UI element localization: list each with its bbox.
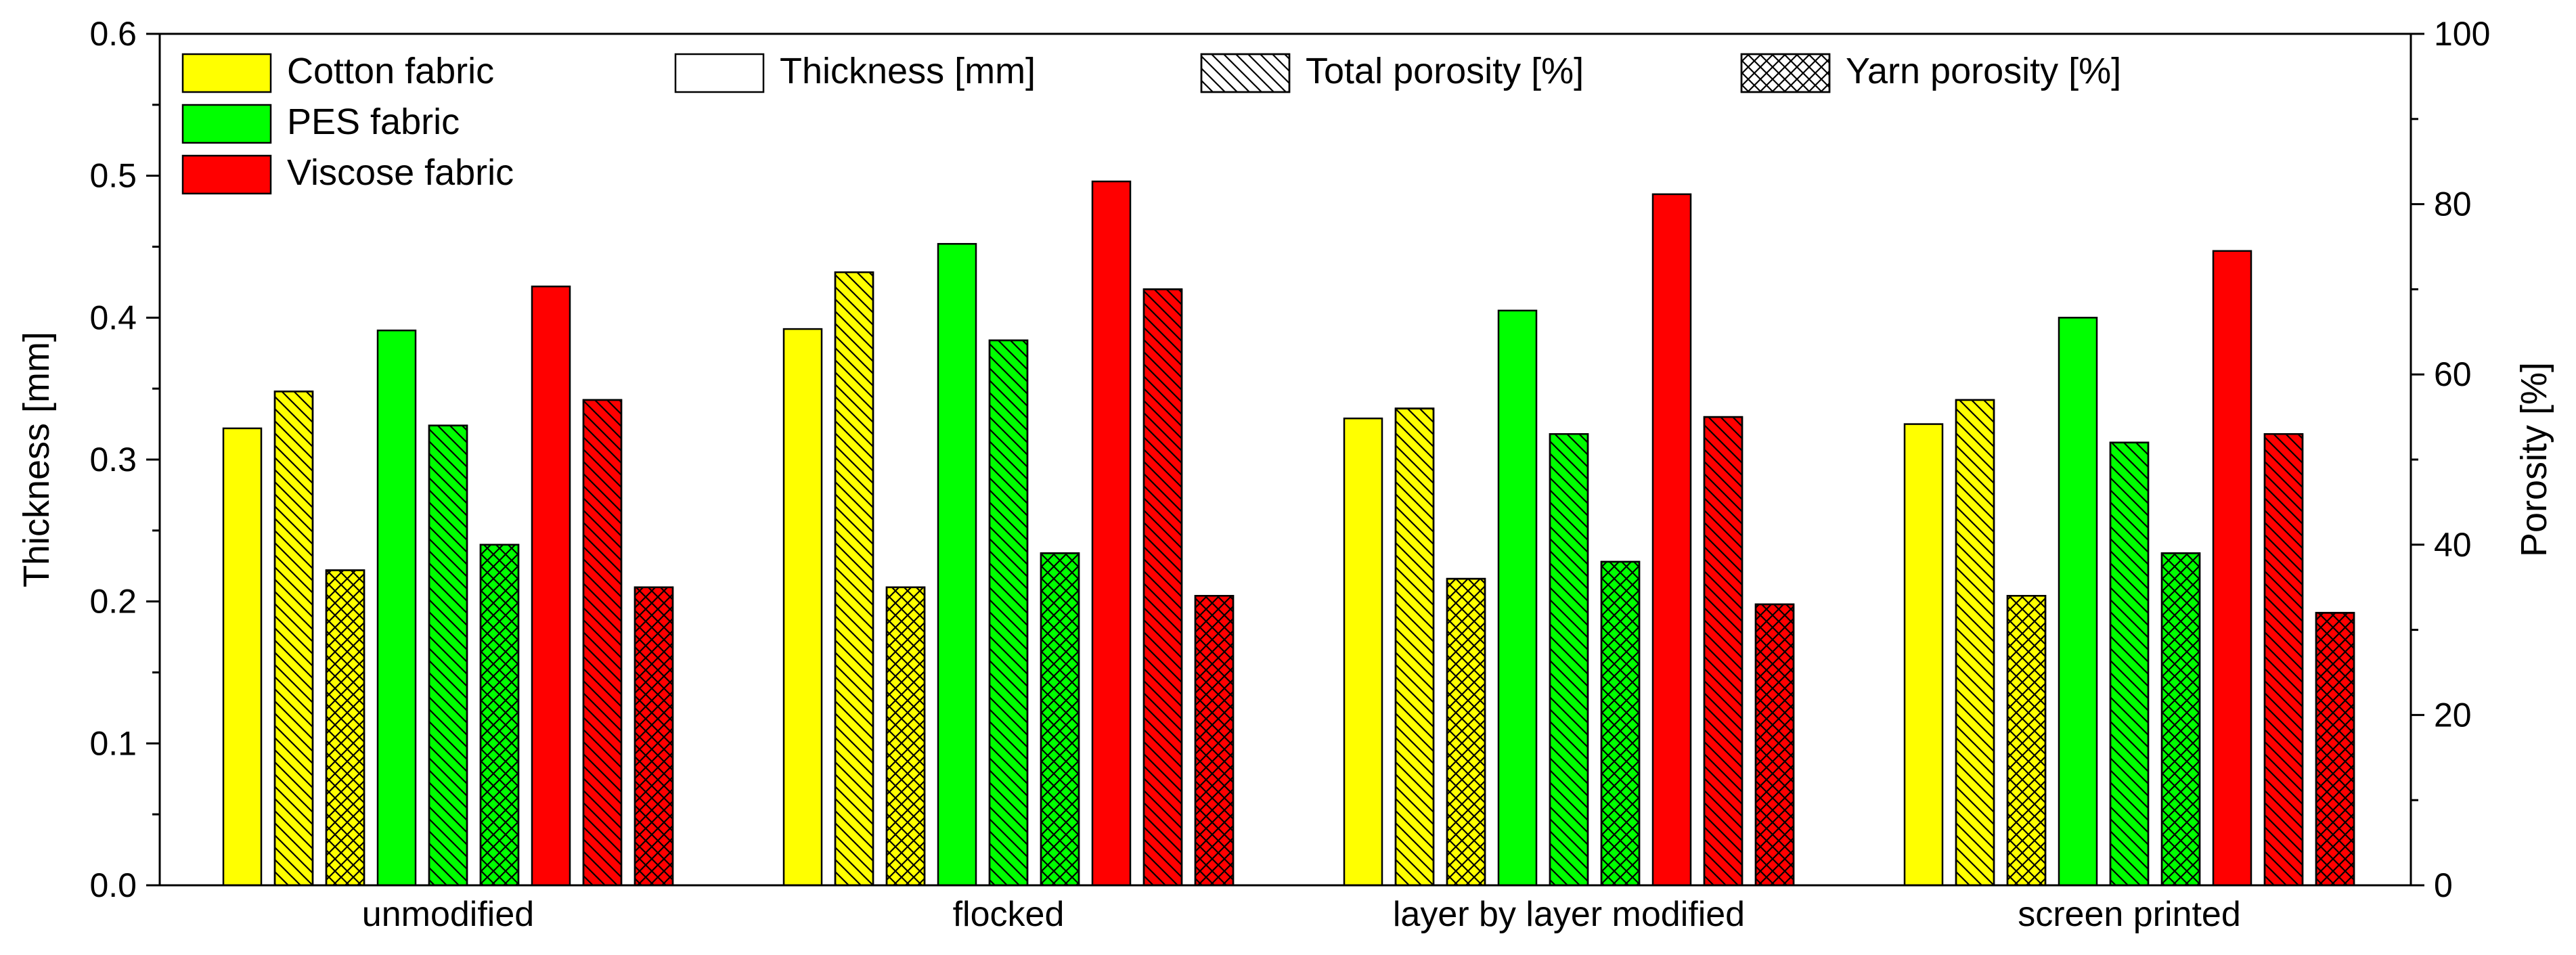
bar-flocked-viscose-fabric-total-porosity-hatch: [1142, 288, 1183, 887]
left-tick-label: 0.0: [89, 866, 137, 904]
legend-label-total-porosity: Total porosity [%]: [1306, 51, 1584, 91]
right-tick-label: 100: [2434, 15, 2490, 53]
category-label-flocked: flocked: [953, 895, 1065, 934]
legend-swatch-hatch-total-porosity: [1200, 53, 1291, 93]
right-tick-label: 60: [2434, 355, 2472, 393]
bar-unmodified-pes-fabric-thickness-mm: [376, 329, 417, 887]
bar-flocked-cotton-fabric-yarn-porosity-hatch: [885, 586, 926, 887]
bar-unmodified-pes-fabric-total-porosity-hatch: [428, 424, 468, 887]
bar-flocked-viscose-fabric-yarn-porosity-hatch: [1194, 595, 1235, 887]
bar-layer-by-layer-modified-viscose-fabric-thickness-mm: [1651, 193, 1692, 887]
bar-screen-printed-pes-fabric-yarn-porosity-hatch: [2160, 552, 2201, 887]
bar-screen-printed-viscose-fabric-yarn-porosity-hatch: [2315, 612, 2355, 887]
bar-layer-by-layer-modified-cotton-fabric-total-porosity-hatch: [1394, 407, 1435, 887]
bar-screen-printed-cotton-fabric-total-porosity-hatch: [1955, 399, 1995, 887]
left-tick-label: 0.5: [89, 157, 137, 195]
bar-unmodified-viscose-fabric-yarn-porosity-hatch: [634, 586, 674, 887]
category-label-layer-by-layer-modified: layer by layer modified: [1393, 895, 1745, 934]
legend-swatch-thickness-mm: [674, 53, 765, 93]
bar-screen-printed-cotton-fabric-thickness-mm: [1903, 423, 1944, 887]
legend-label-viscose-fabric: Viscose fabric: [287, 152, 514, 193]
legend-label-cotton-fabric: Cotton fabric: [287, 51, 494, 91]
right-tick-label: 80: [2434, 185, 2472, 223]
left-tick-label: 0.3: [89, 441, 137, 479]
left-tick-label: 0.1: [89, 724, 137, 762]
left-tick-label: 0.6: [89, 15, 137, 53]
legend-label-thickness-mm: Thickness [mm]: [780, 51, 1036, 91]
axes-layer: 0.0 0.1 0.2 0.3 0.4 0.5 0.6 0 20 40 60 80 100 Thickne…: [16, 15, 2554, 934]
bar-flocked-cotton-fabric-thickness-mm: [782, 328, 823, 887]
bars-layer: [222, 180, 2355, 887]
legend-swatch-hatch-yarn-porosity: [1740, 53, 1831, 93]
bar-layer-by-layer-modified-cotton-fabric-yarn-porosity-hatch: [1446, 577, 1486, 887]
bar-unmodified-cotton-fabric-thickness-mm: [222, 427, 263, 887]
bar-layer-by-layer-modified-cotton-fabric-thickness-mm: [1343, 417, 1383, 887]
bar-screen-printed-pes-fabric-total-porosity-hatch: [2109, 441, 2150, 887]
category-label-screen-printed: screen printed: [2018, 895, 2241, 934]
bar-flocked-pes-fabric-thickness-mm: [937, 243, 977, 887]
bar-screen-printed-viscose-fabric-thickness-mm: [2212, 250, 2252, 887]
legend: Cotton fabric PES fabric Viscose fabric Thi…: [181, 51, 2121, 195]
legend-label-pes-fabric: PES fabric: [287, 102, 460, 142]
left-axis-title: Thickness [mm]: [16, 332, 57, 587]
legend-swatch-viscose-fabric: [181, 154, 272, 195]
bar-layer-by-layer-modified-pes-fabric-thickness-mm: [1497, 309, 1538, 887]
bar-layer-by-layer-modified-viscose-fabric-total-porosity-hatch: [1703, 416, 1744, 887]
right-tick-label: 0: [2434, 866, 2453, 904]
category-label-unmodified: unmodified: [362, 895, 534, 934]
right-tick-label: 40: [2434, 526, 2472, 564]
right-tick-label: 20: [2434, 696, 2472, 734]
bar-flocked-pes-fabric-total-porosity-hatch: [988, 339, 1029, 887]
bar-layer-by-layer-modified-pes-fabric-yarn-porosity-hatch: [1600, 560, 1641, 887]
bar-screen-printed-cotton-fabric-yarn-porosity-hatch: [2006, 595, 2047, 887]
bar-flocked-viscose-fabric-thickness-mm: [1091, 180, 1132, 887]
bar-screen-printed-viscose-fabric-total-porosity-hatch: [2263, 433, 2304, 887]
bar-unmodified-cotton-fabric-total-porosity-hatch: [273, 391, 314, 887]
right-axis-title: Porosity [%]: [2514, 362, 2554, 557]
bar-flocked-cotton-fabric-total-porosity-hatch: [834, 271, 874, 887]
bar-unmodified-pes-fabric-yarn-porosity-hatch: [479, 543, 520, 887]
left-tick-label: 0.2: [89, 583, 137, 621]
bar-unmodified-cotton-fabric-yarn-porosity-hatch: [325, 569, 365, 887]
legend-swatch-cotton-fabric: [181, 53, 272, 93]
bar-unmodified-viscose-fabric-total-porosity-hatch: [582, 399, 623, 887]
bar-flocked-pes-fabric-yarn-porosity-hatch: [1040, 552, 1080, 887]
bar-screen-printed-pes-fabric-thickness-mm: [2058, 317, 2098, 887]
legend-swatch-pes-fabric: [181, 104, 272, 144]
left-tick-label: 0.4: [89, 298, 137, 336]
bar-layer-by-layer-modified-viscose-fabric-yarn-porosity-hatch: [1754, 603, 1795, 887]
legend-label-yarn-porosity: Yarn porosity [%]: [1846, 51, 2121, 91]
bar-layer-by-layer-modified-pes-fabric-total-porosity-hatch: [1549, 433, 1589, 887]
bar-unmodified-viscose-fabric-thickness-mm: [531, 285, 571, 887]
